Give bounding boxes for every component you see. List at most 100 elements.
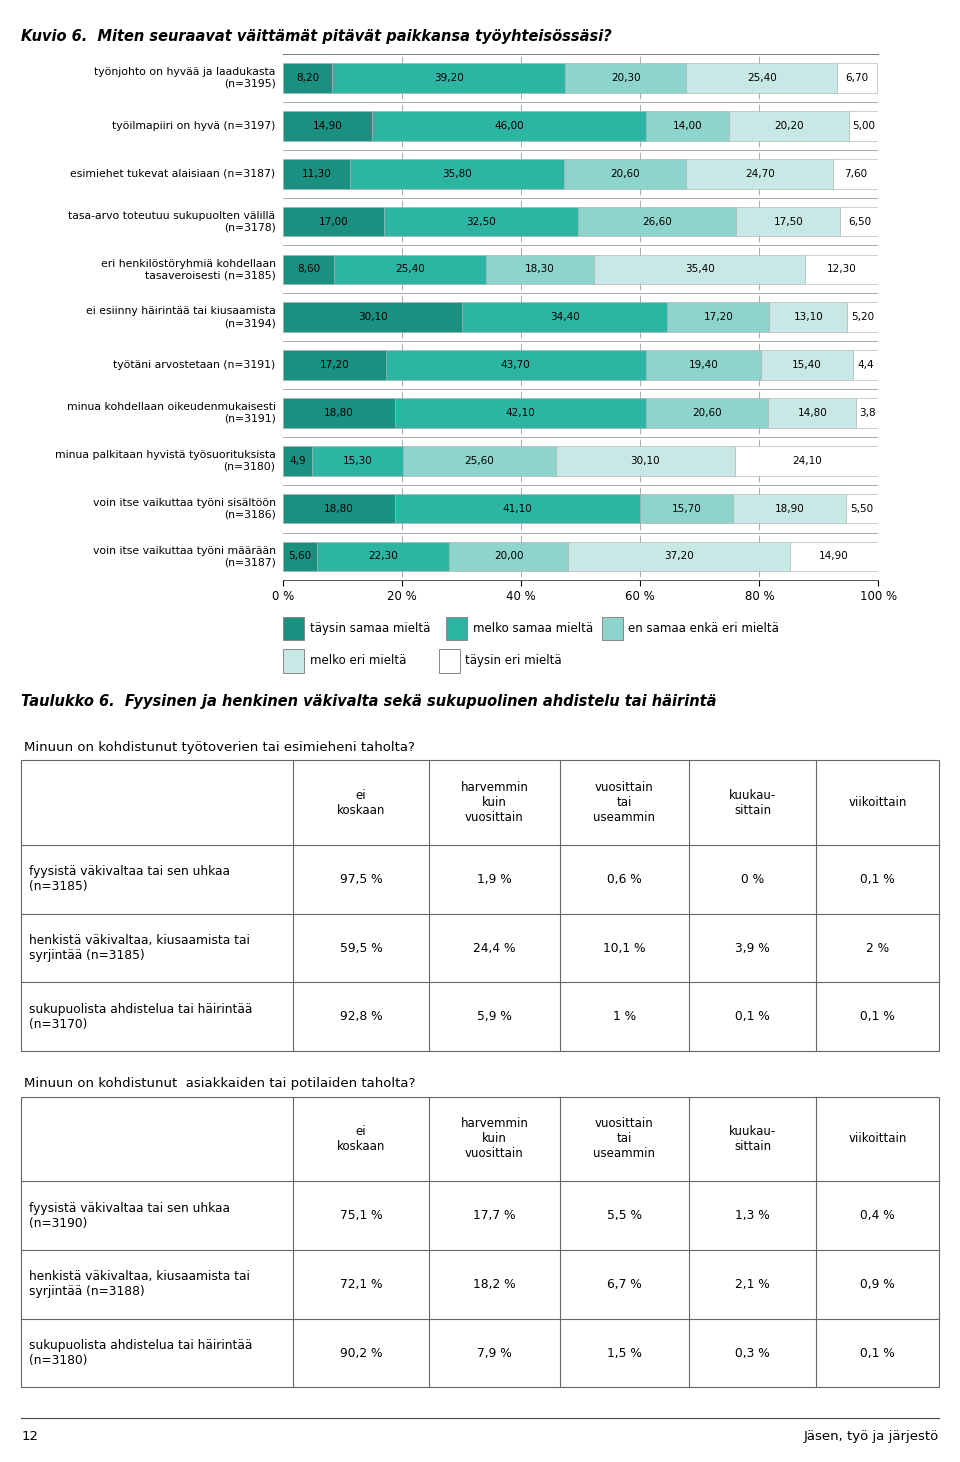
Bar: [283, 254, 334, 284]
Text: kuukau-
sittain: kuukau- sittain: [729, 1124, 777, 1154]
Text: 18,80: 18,80: [324, 503, 354, 513]
Text: voin itse vaikuttaa työni määrään
(n=3187): voin itse vaikuttaa työni määrään (n=318…: [92, 545, 276, 567]
Text: 12: 12: [21, 1430, 38, 1443]
Bar: [317, 541, 449, 572]
Text: Kuvio 6.  Miten seuraavat väittämät pitävät paikkansa työyhteisössäsi?: Kuvio 6. Miten seuraavat väittämät pitäv…: [21, 29, 612, 44]
Text: 5,20: 5,20: [852, 313, 875, 322]
Text: 97,5 %: 97,5 %: [340, 873, 382, 886]
Bar: [686, 63, 837, 94]
Text: 25,60: 25,60: [465, 456, 494, 466]
Bar: [805, 254, 878, 284]
Bar: [770, 303, 848, 332]
Text: 15,30: 15,30: [343, 456, 372, 466]
Text: 30,10: 30,10: [631, 456, 660, 466]
Text: 0,1 %: 0,1 %: [860, 1347, 895, 1360]
Text: henkistä väkivaltaa, kiusaamista tai
syrjintää (n=3188): henkistä väkivaltaa, kiusaamista tai syr…: [29, 1270, 250, 1298]
Text: viikoittain: viikoittain: [849, 1133, 906, 1145]
Text: 0 %: 0 %: [741, 873, 764, 886]
Text: 18,90: 18,90: [775, 503, 804, 513]
Bar: [840, 206, 879, 237]
Text: minua kohdellaan oikeudenmukaisesti
(n=3191): minua kohdellaan oikeudenmukaisesti (n=3…: [66, 402, 276, 424]
Text: en samaa enkä eri mieltä: en samaa enkä eri mieltä: [629, 623, 780, 635]
Text: vuosittain
tai
useammin: vuosittain tai useammin: [593, 781, 656, 825]
Text: harvemmin
kuin
vuosittain: harvemmin kuin vuosittain: [461, 1117, 528, 1161]
Text: kuukau-
sittain: kuukau- sittain: [729, 788, 777, 817]
Bar: [837, 63, 877, 94]
Text: harvemmin
kuin
vuosittain: harvemmin kuin vuosittain: [461, 781, 528, 825]
Bar: [403, 446, 556, 475]
Text: sukupuolista ahdistelua tai häirintää
(n=3170): sukupuolista ahdistelua tai häirintää (n…: [29, 1003, 252, 1031]
Bar: [790, 541, 878, 572]
Text: 5,60: 5,60: [288, 551, 311, 561]
Text: 4,9: 4,9: [290, 456, 306, 466]
Text: 0,6 %: 0,6 %: [607, 873, 642, 886]
Text: Taulukko 6.  Fyysinen ja henkinen väkivalta sekä sukupuolinen ahdistelu tai häir: Taulukko 6. Fyysinen ja henkinen väkival…: [21, 694, 716, 709]
Bar: [578, 206, 736, 237]
Text: 24,4 %: 24,4 %: [473, 942, 516, 955]
Text: 12,30: 12,30: [827, 265, 856, 275]
Bar: [846, 494, 878, 523]
Bar: [283, 494, 396, 523]
Text: 20,20: 20,20: [775, 121, 804, 132]
Text: 1,3 %: 1,3 %: [735, 1209, 770, 1222]
Text: 10,1 %: 10,1 %: [603, 942, 646, 955]
Bar: [564, 159, 686, 189]
Bar: [449, 541, 568, 572]
Bar: [736, 206, 840, 237]
Text: Minuun on kohdistunut  asiakkaiden tai potilaiden taholta?: Minuun on kohdistunut asiakkaiden tai po…: [24, 1077, 416, 1091]
Bar: [856, 398, 879, 428]
Bar: [384, 206, 578, 237]
Text: työtäni arvostetaan (n=3191): työtäni arvostetaan (n=3191): [113, 360, 276, 370]
Text: 90,2 %: 90,2 %: [340, 1347, 382, 1360]
Bar: [350, 159, 564, 189]
Bar: [761, 351, 852, 380]
Text: Jäsen, työ ja järjestö: Jäsen, työ ja järjestö: [804, 1430, 939, 1443]
Text: 30,10: 30,10: [358, 313, 388, 322]
Text: 22,30: 22,30: [368, 551, 397, 561]
Bar: [283, 446, 312, 475]
Text: työnjohto on hyvää ja laadukasta
(n=3195): työnjohto on hyvää ja laadukasta (n=3195…: [94, 67, 276, 89]
Text: 0,1 %: 0,1 %: [860, 873, 895, 886]
Text: 20,60: 20,60: [610, 168, 639, 178]
Text: fyysistä väkivaltaa tai sen uhkaa
(n=3185): fyysistä väkivaltaa tai sen uhkaa (n=318…: [29, 866, 229, 893]
Text: työilmapiiri on hyvä (n=3197): työilmapiiri on hyvä (n=3197): [112, 121, 276, 132]
Text: 26,60: 26,60: [642, 216, 672, 227]
Bar: [283, 351, 386, 380]
Text: 17,7 %: 17,7 %: [473, 1209, 516, 1222]
Text: 6,50: 6,50: [848, 216, 872, 227]
Bar: [852, 351, 879, 380]
Bar: [396, 398, 646, 428]
Text: minua palkitaan hyvistä työsuorituksista
(n=3180): minua palkitaan hyvistä työsuorituksista…: [55, 450, 276, 472]
Text: voin itse vaikuttaa työni sisältöön
(n=3186): voin itse vaikuttaa työni sisältöön (n=3…: [92, 499, 276, 519]
Text: 6,70: 6,70: [846, 73, 869, 83]
Bar: [372, 111, 646, 140]
Text: 5,00: 5,00: [852, 121, 876, 132]
Text: 2 %: 2 %: [866, 942, 889, 955]
Bar: [735, 446, 878, 475]
Text: 18,2 %: 18,2 %: [473, 1278, 516, 1291]
Text: tasa-arvo toteutuu sukupuolten välillä
(n=3178): tasa-arvo toteutuu sukupuolten välillä (…: [68, 211, 276, 232]
Bar: [667, 303, 770, 332]
Text: 3,9 %: 3,9 %: [735, 942, 770, 955]
Bar: [386, 351, 646, 380]
Text: 14,80: 14,80: [798, 408, 828, 418]
Bar: [283, 398, 396, 428]
Text: melko eri mieltä: melko eri mieltä: [310, 655, 406, 667]
Text: 20,60: 20,60: [692, 408, 722, 418]
Bar: [686, 159, 833, 189]
Bar: [396, 494, 639, 523]
Bar: [565, 63, 686, 94]
Text: ei
koskaan: ei koskaan: [337, 1124, 385, 1154]
Text: 11,30: 11,30: [302, 168, 332, 178]
Text: 5,9 %: 5,9 %: [477, 1010, 512, 1023]
Bar: [848, 303, 878, 332]
Text: 24,70: 24,70: [745, 168, 775, 178]
Text: 37,20: 37,20: [664, 551, 694, 561]
Text: 5,5 %: 5,5 %: [607, 1209, 642, 1222]
Text: ei esiinny häirintää tai kiusaamista
(n=3194): ei esiinny häirintää tai kiusaamista (n=…: [85, 307, 276, 327]
Text: 15,40: 15,40: [792, 360, 822, 370]
Text: 72,1 %: 72,1 %: [340, 1278, 382, 1291]
Text: 0,9 %: 0,9 %: [860, 1278, 895, 1291]
Bar: [568, 541, 790, 572]
Text: 18,30: 18,30: [525, 265, 555, 275]
